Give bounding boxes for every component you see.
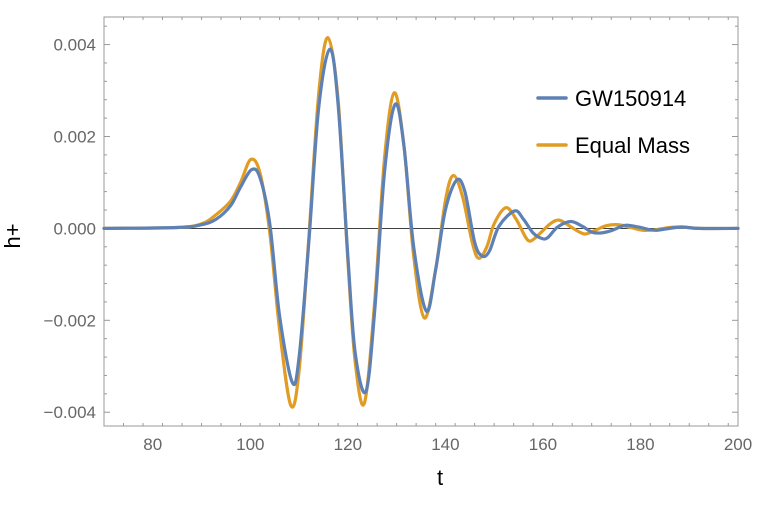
x-tick-labels: 80 100 120 140 160 180 200 [143,435,752,454]
x-tick-label: 100 [236,435,264,454]
y-tick-label: 0.004 [53,36,96,55]
legend-label: GW150914 [575,86,686,111]
legend: GW150914 Equal Mass [536,86,690,158]
y-tick-label: −0.004 [44,403,96,422]
x-tick-label: 180 [626,435,654,454]
legend-label: Equal Mass [575,133,690,158]
series-line-gw150914 [102,47,740,395]
plot-border [103,16,739,427]
series-lines [102,36,740,409]
y-tick-labels: −0.004 −0.002 0.000 0.002 0.004 [44,36,96,423]
x-tick-label: 140 [431,435,459,454]
y-axis-label: h+ [0,223,25,248]
x-tick-label: 200 [724,435,752,454]
y-tick-label: −0.002 [44,311,96,330]
axis-ticks [103,17,738,426]
x-tick-label: 80 [143,435,162,454]
y-tick-label: 0.002 [53,127,96,146]
x-tick-label: 160 [529,435,557,454]
x-tick-label: 120 [334,435,362,454]
x-axis-label: t [437,465,443,490]
plot-frame [103,16,739,427]
y-tick-label: 0.000 [53,219,96,238]
